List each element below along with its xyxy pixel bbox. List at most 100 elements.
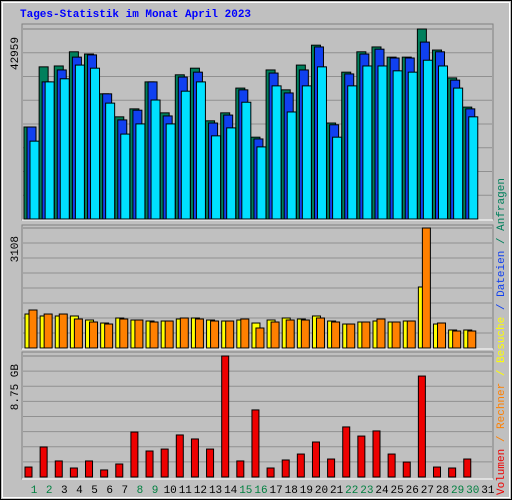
x-tick-label: 13 [209, 485, 222, 497]
bar [433, 466, 442, 478]
legend-entry: Anfragen [496, 178, 508, 231]
bar [39, 446, 48, 478]
x-tick-label: 22 [345, 485, 358, 497]
legend-entry: Volumen [496, 449, 508, 495]
bar [453, 87, 464, 220]
bar [54, 460, 63, 478]
bar [150, 99, 161, 220]
legend-entry: Besuche [496, 317, 508, 363]
bar [44, 81, 55, 220]
x-tick-label: 8 [137, 485, 144, 497]
bar [100, 469, 109, 478]
bar [120, 133, 131, 220]
bar [285, 319, 295, 349]
bar [160, 448, 169, 478]
bar [266, 467, 275, 478]
x-tick-label: 3 [61, 485, 68, 497]
x-tick-label: 24 [375, 485, 389, 497]
bar [175, 434, 184, 478]
legend-separator: / [496, 429, 508, 449]
bar [463, 458, 472, 478]
bar [145, 450, 154, 478]
legend-entry: Dateien [496, 251, 508, 297]
bar [28, 309, 38, 349]
legend: Volumen / Rechner / Besuche / Dateien / … [496, 178, 508, 495]
y-tick-label: 3108 [10, 236, 22, 262]
bar [29, 140, 40, 220]
bar [376, 318, 386, 349]
bar [437, 322, 447, 349]
x-tick-label: 25 [391, 485, 404, 497]
x-tick-label: 27 [421, 485, 434, 497]
legend-separator: / [496, 297, 508, 317]
x-tick-label: 29 [451, 485, 464, 497]
bar [281, 459, 290, 478]
bar [406, 320, 416, 349]
bar [165, 123, 176, 220]
bar [24, 466, 33, 478]
x-tick-label: 19 [300, 485, 313, 497]
bar [194, 318, 204, 349]
bar [85, 460, 94, 478]
bar [104, 323, 114, 349]
x-tick-label: 1 [31, 485, 38, 497]
bar [342, 426, 351, 478]
bar [346, 323, 356, 349]
x-tick-label: 26 [406, 485, 419, 497]
chart-title: Tages-Statistik im Monat April 2023 [20, 9, 251, 21]
bar [255, 327, 265, 349]
bar [271, 85, 282, 220]
x-tick-label: 11 [179, 485, 193, 497]
bar [332, 136, 343, 220]
bar [256, 146, 267, 220]
bar [179, 317, 189, 349]
bar [331, 321, 341, 349]
x-tick-label: 28 [436, 485, 449, 497]
legend-separator: / [496, 363, 508, 383]
bar [89, 321, 99, 349]
bar [119, 318, 129, 349]
bar [422, 59, 433, 220]
legend-separator: / [496, 231, 508, 251]
bar [225, 320, 235, 349]
bar [417, 375, 426, 478]
bar [361, 321, 371, 349]
x-tick-label: 4 [76, 485, 83, 497]
y-tick-label: 42959 [10, 37, 22, 70]
x-tick-label: 30 [466, 485, 479, 497]
bar [391, 321, 401, 349]
bar [357, 435, 366, 478]
bar [387, 453, 396, 478]
x-tick-label: 7 [121, 485, 128, 497]
bar [327, 458, 336, 478]
bar [392, 70, 403, 220]
x-tick-label: 17 [269, 485, 282, 497]
x-tick-label: 16 [254, 485, 267, 497]
bar [296, 453, 305, 478]
bar [372, 430, 381, 478]
bar [69, 467, 78, 478]
x-tick-label: 14 [224, 485, 238, 497]
bar [452, 330, 462, 349]
bar [221, 355, 230, 478]
bar [316, 66, 327, 220]
x-tick-label: 2 [46, 485, 53, 497]
x-tick-label: 23 [360, 485, 373, 497]
bar [73, 318, 83, 349]
bar [311, 441, 320, 478]
bar [402, 461, 411, 478]
bar [377, 65, 388, 220]
bar [270, 321, 280, 349]
bar [134, 319, 144, 349]
x-tick-label: 18 [285, 485, 298, 497]
bar [468, 116, 479, 220]
bar [195, 81, 206, 220]
x-tick-label: 15 [239, 485, 252, 497]
bar [59, 78, 70, 220]
bar [43, 313, 53, 349]
bar [226, 127, 237, 220]
bar [105, 102, 116, 220]
x-tick-label: 10 [164, 485, 177, 497]
